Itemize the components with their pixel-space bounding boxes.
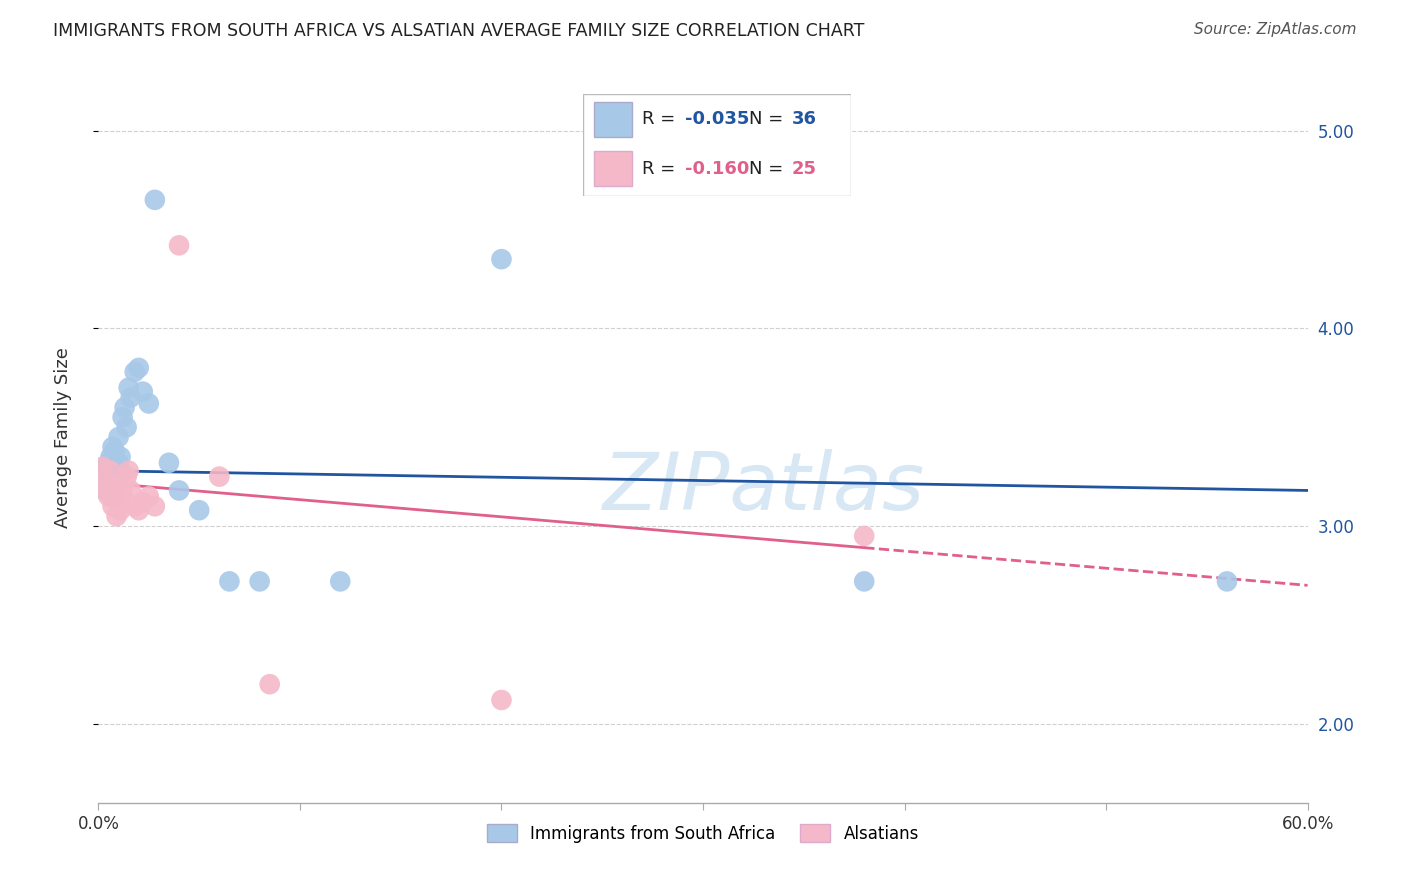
Point [143, 500, 166, 514]
Point [157, 456, 180, 470]
Point [107, 430, 129, 444]
Point [132, 495, 155, 509]
Point [120, 483, 142, 498]
Point [93, 483, 115, 498]
Point [96, 459, 118, 474]
FancyBboxPatch shape [595, 102, 631, 136]
Point [143, 193, 166, 207]
Point [138, 396, 160, 410]
Point [101, 440, 124, 454]
Point [103, 444, 125, 458]
Point [105, 509, 128, 524]
Point [97, 456, 120, 470]
Point [100, 469, 122, 483]
Point [188, 503, 211, 517]
Point [329, 574, 352, 589]
Point [100, 464, 122, 478]
Point [118, 464, 141, 478]
Point [138, 489, 160, 503]
Y-axis label: Average Family Size: Average Family Size [53, 347, 72, 527]
Point [208, 469, 231, 483]
Point [91, 475, 114, 490]
Point [110, 450, 132, 464]
Text: N =: N = [749, 160, 789, 178]
Point [128, 360, 150, 375]
Point [103, 479, 125, 493]
Point [491, 252, 513, 267]
Point [114, 401, 136, 415]
Point [107, 456, 129, 470]
Text: ZIPatlas: ZIPatlas [602, 450, 925, 527]
Point [101, 489, 124, 503]
Point [115, 469, 138, 483]
Point [96, 483, 118, 498]
FancyBboxPatch shape [583, 94, 851, 196]
Point [105, 464, 128, 478]
Point [101, 500, 124, 514]
Point [114, 475, 136, 490]
Point [118, 381, 141, 395]
Point [120, 391, 142, 405]
Text: 25: 25 [792, 160, 817, 178]
Text: 36: 36 [792, 111, 817, 128]
Point [110, 503, 132, 517]
Point [111, 489, 134, 503]
Point [491, 693, 513, 707]
Text: N =: N = [749, 111, 789, 128]
FancyBboxPatch shape [595, 151, 631, 186]
Point [853, 529, 876, 543]
Point [249, 574, 271, 589]
Text: Source: ZipAtlas.com: Source: ZipAtlas.com [1194, 22, 1357, 37]
Point [259, 677, 281, 691]
Point [167, 238, 190, 252]
Legend: Immigrants from South Africa, Alsatians: Immigrants from South Africa, Alsatians [481, 818, 925, 849]
Point [111, 410, 134, 425]
Point [97, 489, 120, 503]
Point [100, 450, 122, 464]
Point [93, 475, 115, 490]
Point [97, 464, 120, 478]
Point [124, 500, 146, 514]
Point [218, 574, 240, 589]
Point [124, 365, 146, 379]
Point [91, 459, 114, 474]
Point [167, 483, 190, 498]
Point [107, 495, 129, 509]
Text: -0.160: -0.160 [685, 160, 749, 178]
Point [1216, 574, 1239, 589]
Text: -0.035: -0.035 [685, 111, 749, 128]
Point [110, 464, 132, 478]
Point [115, 420, 138, 434]
Point [132, 384, 155, 399]
Point [128, 503, 150, 517]
Point [103, 479, 125, 493]
Point [105, 459, 128, 474]
Point [853, 574, 876, 589]
Text: R =: R = [643, 160, 682, 178]
Text: IMMIGRANTS FROM SOUTH AFRICA VS ALSATIAN AVERAGE FAMILY SIZE CORRELATION CHART: IMMIGRANTS FROM SOUTH AFRICA VS ALSATIAN… [53, 22, 865, 40]
Text: R =: R = [643, 111, 682, 128]
